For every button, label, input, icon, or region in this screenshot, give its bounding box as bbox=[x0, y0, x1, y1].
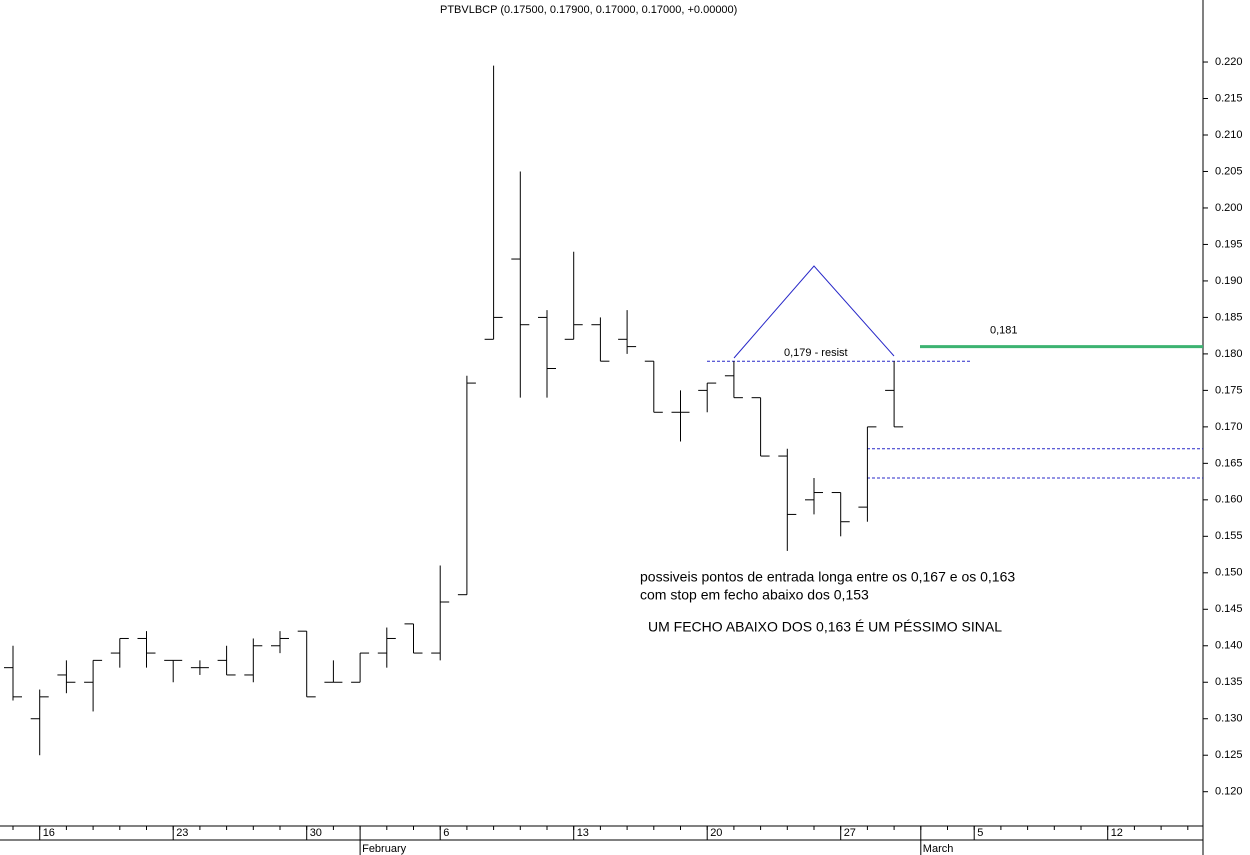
y-tick-label: 0.185 bbox=[1215, 311, 1243, 323]
note: possiveis pontos de entrada longa entre … bbox=[640, 569, 1015, 585]
y-tick-label: 0.125 bbox=[1215, 749, 1243, 761]
note: com stop em fecho abaixo dos 0,153 bbox=[640, 587, 869, 603]
level-label: 0,179 - resist bbox=[784, 347, 848, 359]
y-tick-label: 0.215 bbox=[1215, 92, 1243, 104]
y-tick-label: 0.170 bbox=[1215, 421, 1243, 433]
y-tick-label: 0.120 bbox=[1215, 786, 1243, 798]
x-tick-label: 6 bbox=[443, 827, 449, 839]
x-tick-label: 12 bbox=[1111, 827, 1123, 839]
y-tick-label: 0.200 bbox=[1215, 202, 1243, 214]
y-tick-label: 0.205 bbox=[1215, 165, 1243, 177]
pattern-line bbox=[733, 265, 895, 359]
y-tick-label: 0.190 bbox=[1215, 275, 1243, 287]
level-label: 0,181 bbox=[990, 325, 1018, 337]
y-tick-label: 0.135 bbox=[1215, 676, 1243, 688]
y-tick-label: 0.175 bbox=[1215, 384, 1243, 396]
y-tick-label: 0.140 bbox=[1215, 640, 1243, 652]
y-tick-label: 0.220 bbox=[1215, 56, 1243, 68]
x-tick-label: 5 bbox=[977, 827, 983, 839]
x-tick-label: 30 bbox=[310, 827, 322, 839]
y-tick-label: 0.155 bbox=[1215, 530, 1243, 542]
y-tick-label: 0.145 bbox=[1215, 603, 1243, 615]
y-tick-label: 0.195 bbox=[1215, 238, 1243, 250]
y-tick-label: 0.130 bbox=[1215, 713, 1243, 725]
y-tick-label: 0.180 bbox=[1215, 348, 1243, 360]
y-tick-label: 0.160 bbox=[1215, 494, 1243, 506]
y-tick-label: 0.165 bbox=[1215, 457, 1243, 469]
chart-title: PTBVLBCP (0.17500, 0.17900, 0.17000, 0.1… bbox=[440, 4, 737, 16]
warning: UM FECHO ABAIXO DOS 0,163 É UM PÉSSIMO S… bbox=[648, 619, 1002, 635]
y-tick-label: 0.210 bbox=[1215, 129, 1243, 141]
x-tick-label: 23 bbox=[176, 827, 188, 839]
month-label: February bbox=[362, 843, 407, 855]
x-tick-label: 27 bbox=[844, 827, 856, 839]
y-tick-label: 0.150 bbox=[1215, 567, 1243, 579]
month-label: March bbox=[923, 843, 954, 855]
x-tick-label: 16 bbox=[43, 827, 55, 839]
x-tick-label: 13 bbox=[577, 827, 589, 839]
x-tick-label: 20 bbox=[710, 827, 722, 839]
